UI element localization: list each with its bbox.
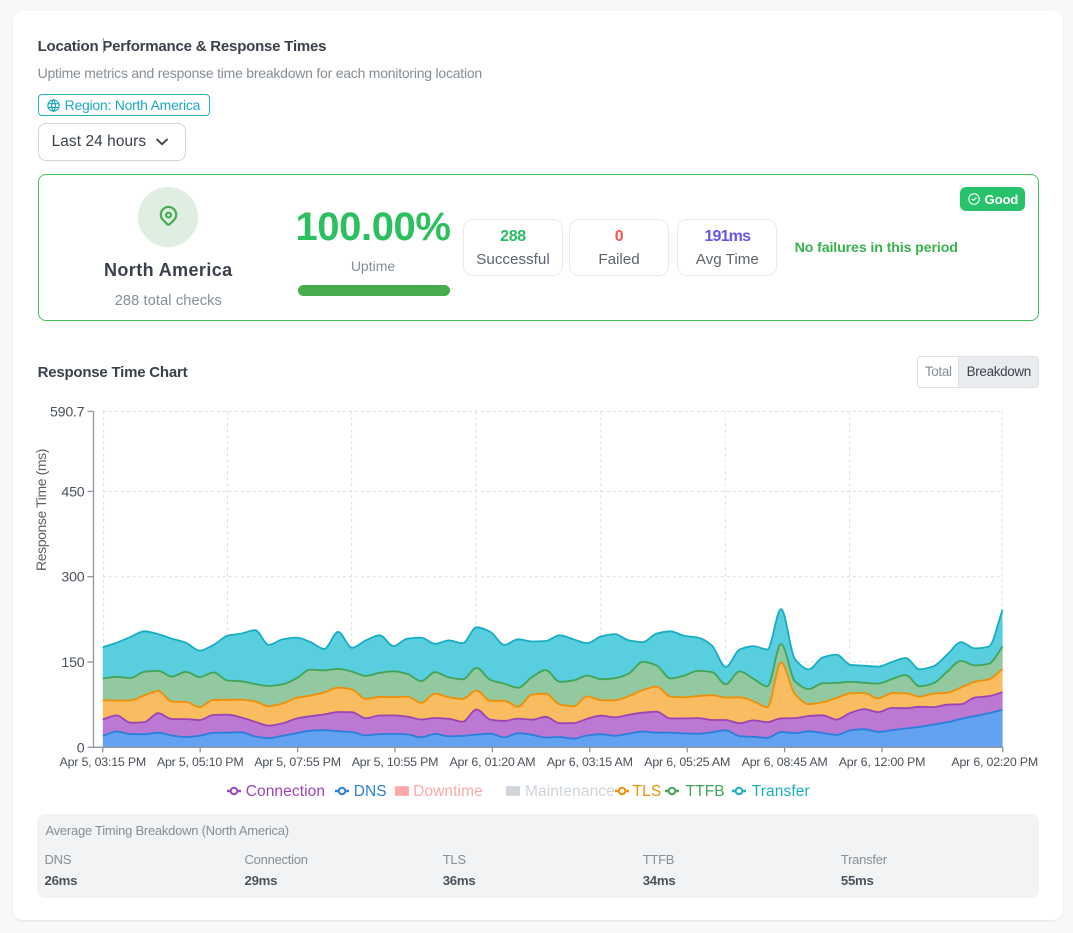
svg-text:Apr 5, 10:55 PM: Apr 5, 10:55 PM xyxy=(352,755,439,769)
svg-text:0: 0 xyxy=(77,740,85,756)
svg-text:Apr 5, 03:15 PM: Apr 5, 03:15 PM xyxy=(60,755,147,769)
svg-text:Apr 6, 01:20 AM: Apr 6, 01:20 AM xyxy=(449,755,535,769)
svg-text:Apr 6, 03:15 AM: Apr 6, 03:15 AM xyxy=(547,755,633,769)
svg-text:Apr 6, 02:20 PM: Apr 6, 02:20 PM xyxy=(951,755,1038,769)
svg-text:Apr 6, 05:25 AM: Apr 6, 05:25 AM xyxy=(644,755,730,769)
svg-text:Apr 6, 12:00 PM: Apr 6, 12:00 PM xyxy=(839,755,926,769)
svg-text:Apr 6, 08:45 AM: Apr 6, 08:45 AM xyxy=(742,755,828,769)
svg-text:450: 450 xyxy=(61,484,84,500)
svg-text:590.7: 590.7 xyxy=(50,404,85,420)
svg-text:300: 300 xyxy=(61,570,84,586)
svg-text:Response Time (ms): Response Time (ms) xyxy=(33,449,49,571)
svg-text:Apr 5, 07:55 PM: Apr 5, 07:55 PM xyxy=(254,755,341,769)
svg-text:Apr 5, 05:10 PM: Apr 5, 05:10 PM xyxy=(157,755,244,769)
svg-text:150: 150 xyxy=(61,655,84,671)
